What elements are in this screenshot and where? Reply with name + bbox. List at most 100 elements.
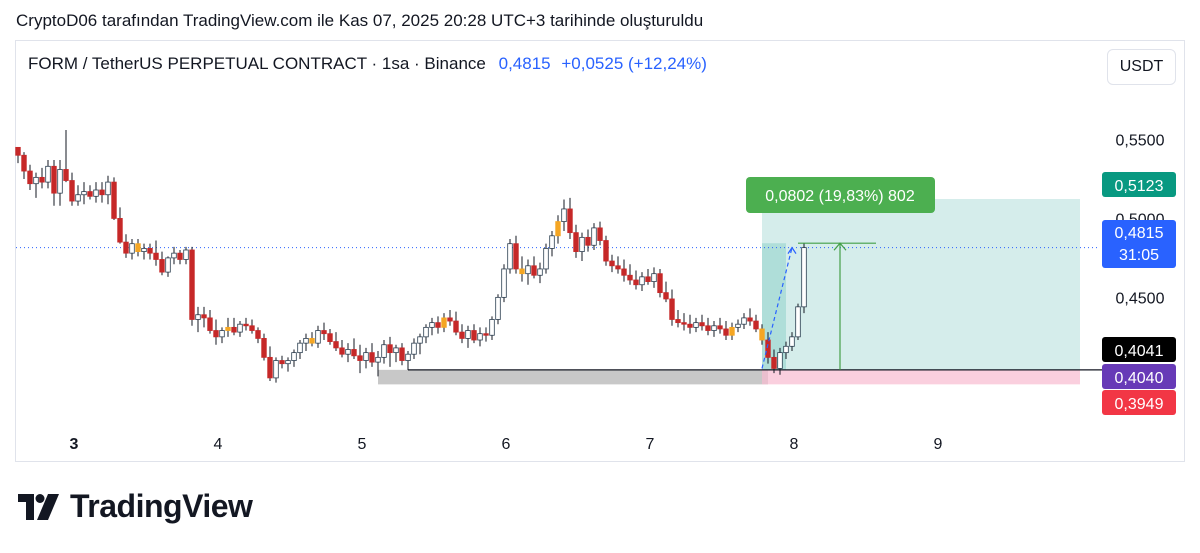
symbol-title[interactable]: FORM / TetherUS PERPETUAL CONTRACT · 1sa… (28, 54, 486, 73)
candle-body[interactable] (99, 189, 105, 196)
candle-body[interactable] (795, 306, 801, 338)
candle-body[interactable] (471, 330, 477, 341)
candle-body[interactable] (345, 349, 351, 355)
candle-body[interactable] (783, 345, 789, 354)
candle-body[interactable] (585, 236, 591, 246)
candle-body[interactable] (627, 274, 633, 281)
candle-body[interactable] (447, 317, 453, 322)
currency-button[interactable]: USDT (1107, 49, 1176, 85)
candle-body[interactable] (129, 243, 135, 254)
candle-body[interactable] (633, 279, 639, 286)
candle-body[interactable] (777, 352, 783, 369)
candle-body[interactable] (753, 320, 759, 330)
candle-body[interactable] (681, 322, 687, 325)
candle-body[interactable] (327, 333, 333, 342)
candle-body[interactable] (261, 338, 267, 358)
candle-body[interactable] (237, 323, 243, 333)
tradingview-logo[interactable]: TradingView (18, 488, 253, 525)
candle-body[interactable] (249, 325, 255, 331)
candle-body[interactable] (369, 352, 375, 363)
candle-body[interactable] (171, 252, 177, 259)
candle-body[interactable] (621, 268, 627, 276)
candle-body[interactable] (411, 342, 417, 355)
candle-body[interactable] (387, 344, 393, 354)
candle-body[interactable] (339, 347, 345, 355)
candle-body[interactable] (699, 322, 705, 327)
candle-body[interactable] (69, 180, 75, 202)
candle-body[interactable] (789, 336, 795, 347)
chart-panel[interactable] (15, 40, 1185, 462)
candle-body[interactable] (189, 249, 195, 320)
candle-body[interactable] (105, 181, 111, 196)
candle-body[interactable] (741, 317, 747, 325)
candle-body[interactable] (315, 330, 321, 344)
candle-body[interactable] (393, 347, 399, 354)
candle-body[interactable] (711, 325, 717, 331)
candle-body[interactable] (525, 265, 531, 275)
candle-body[interactable] (159, 259, 165, 273)
candle-body[interactable] (87, 191, 93, 197)
candle-body[interactable] (177, 252, 183, 260)
candle-body[interactable] (597, 227, 603, 241)
candle-body[interactable] (27, 170, 33, 185)
candle-body[interactable] (555, 221, 561, 237)
candle-body[interactable] (651, 273, 657, 282)
candle-body[interactable] (123, 241, 129, 254)
candle-body[interactable] (15, 146, 21, 156)
candle-body[interactable] (735, 323, 741, 328)
candle-body[interactable] (195, 314, 201, 320)
candle-body[interactable] (669, 298, 675, 320)
candle-body[interactable] (567, 208, 573, 234)
candle-body[interactable] (201, 314, 207, 319)
candle-body[interactable] (705, 325, 711, 331)
candle-body[interactable] (363, 352, 369, 361)
candle-body[interactable] (33, 176, 39, 185)
loss-zone[interactable] (762, 369, 1080, 385)
candle-body[interactable] (141, 248, 147, 252)
candle-body[interactable] (765, 339, 771, 358)
candle-body[interactable] (375, 356, 381, 363)
candle-body[interactable] (423, 326, 429, 338)
candle-body[interactable] (279, 360, 285, 365)
candle-body[interactable] (333, 341, 339, 349)
candle-body[interactable] (609, 260, 615, 267)
candle-body[interactable] (489, 319, 495, 336)
candle-body[interactable] (729, 326, 735, 336)
candle-body[interactable] (51, 165, 57, 194)
candle-body[interactable] (81, 191, 87, 196)
candle-body[interactable] (255, 330, 261, 339)
candle-body[interactable] (441, 317, 447, 328)
candle-body[interactable] (351, 349, 357, 357)
candle-body[interactable] (267, 356, 273, 379)
candle-body[interactable] (231, 326, 237, 333)
candle-body[interactable] (483, 333, 489, 336)
candle-body[interactable] (459, 331, 465, 339)
candle-body[interactable] (303, 338, 309, 344)
candle-body[interactable] (207, 317, 213, 331)
candle-body[interactable] (663, 292, 669, 300)
candle-body[interactable] (39, 176, 45, 183)
candle-body[interactable] (321, 330, 327, 335)
candle-body[interactable] (519, 268, 525, 275)
candle-body[interactable] (531, 265, 537, 276)
candle-body[interactable] (429, 322, 435, 328)
candle-body[interactable] (381, 344, 387, 358)
candle-body[interactable] (135, 243, 141, 252)
candle-body[interactable] (513, 243, 519, 270)
candle-body[interactable] (63, 169, 69, 181)
candle-body[interactable] (147, 248, 153, 254)
candle-body[interactable] (639, 276, 645, 286)
candle-body[interactable] (657, 273, 663, 294)
candle-body[interactable] (111, 181, 117, 219)
candle-body[interactable] (549, 235, 555, 249)
candle-body[interactable] (591, 227, 597, 246)
candle-body[interactable] (615, 265, 621, 270)
candle-body[interactable] (297, 342, 303, 354)
candle-body[interactable] (579, 236, 585, 252)
candle-body[interactable] (693, 322, 699, 328)
candle-body[interactable] (291, 352, 297, 361)
candle-body[interactable] (501, 268, 507, 298)
candle-body[interactable] (465, 330, 471, 339)
candle-body[interactable] (357, 355, 363, 361)
